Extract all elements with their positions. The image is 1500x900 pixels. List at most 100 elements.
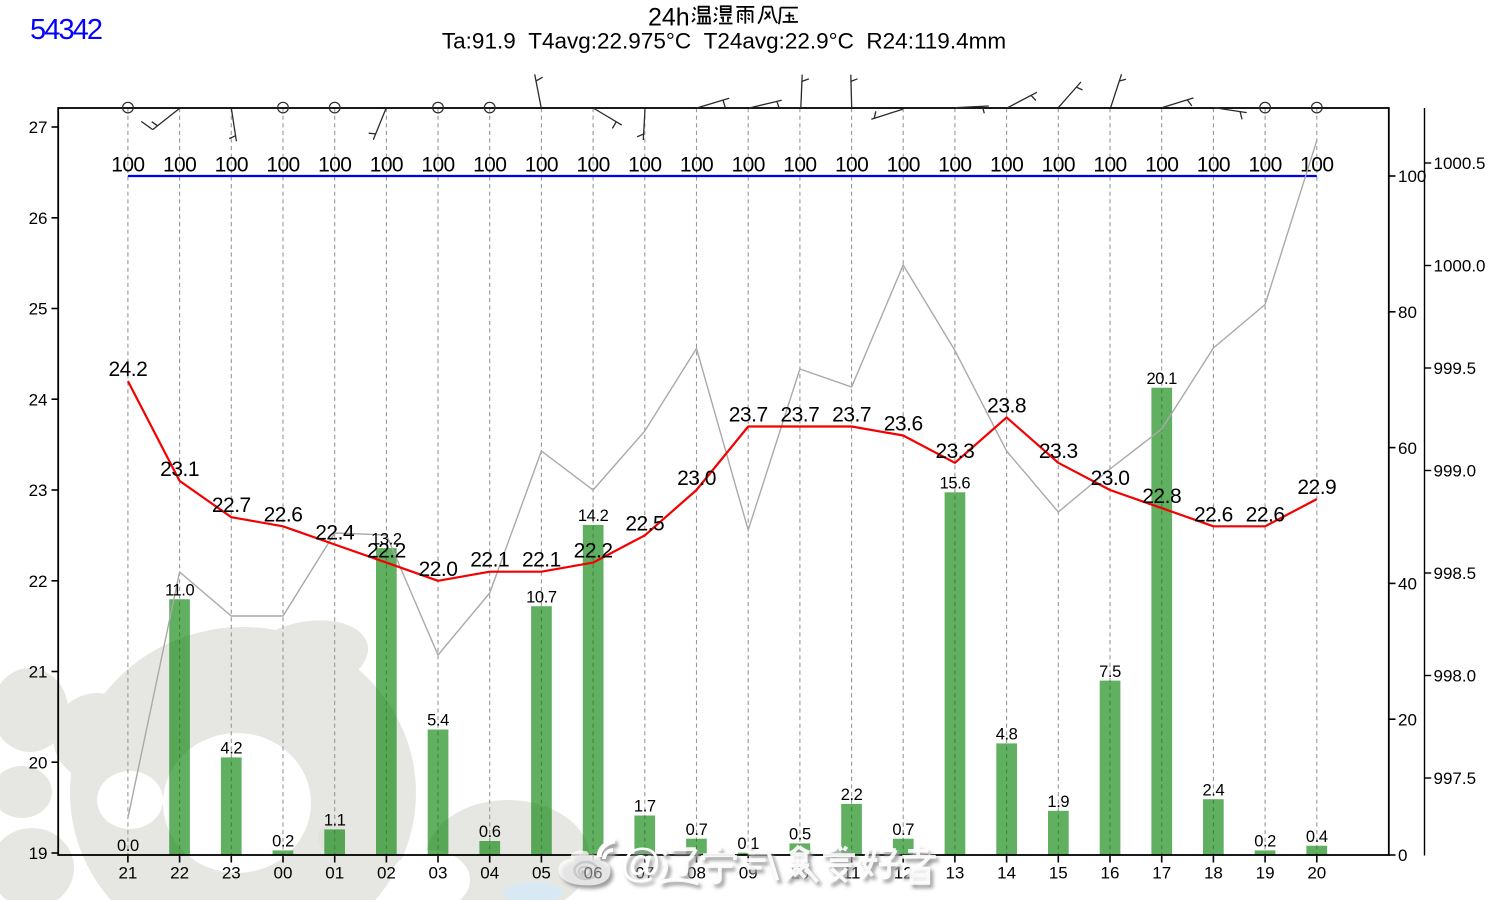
- svg-text:100: 100: [525, 154, 558, 177]
- svg-text:20: 20: [29, 754, 48, 773]
- svg-text:100: 100: [370, 154, 403, 177]
- svg-text:23.0: 23.0: [1091, 467, 1130, 490]
- svg-text:22.4: 22.4: [315, 522, 355, 545]
- svg-text:100: 100: [990, 154, 1023, 177]
- svg-text:998.5: 998.5: [1434, 564, 1477, 583]
- svg-text:19: 19: [29, 844, 48, 863]
- svg-text:80: 80: [1398, 303, 1417, 322]
- svg-text:04: 04: [480, 863, 499, 882]
- svg-text:19: 19: [1256, 863, 1275, 882]
- svg-text:26: 26: [29, 209, 48, 228]
- svg-text:27: 27: [29, 118, 48, 137]
- svg-text:22.2: 22.2: [367, 540, 406, 563]
- svg-text:Ta:91.9 T4avg:22.975°C T24av: Ta:91.9 T4avg:22.975°C T24avg:22.9°C R24…: [442, 28, 1006, 53]
- svg-text:4.2: 4.2: [220, 740, 242, 758]
- svg-text:22.1: 22.1: [522, 549, 561, 572]
- svg-text:00: 00: [274, 863, 293, 882]
- svg-text:22.9: 22.9: [1297, 476, 1336, 499]
- svg-text:100: 100: [576, 154, 609, 177]
- svg-text:1.7: 1.7: [634, 798, 656, 816]
- svg-text:03: 03: [429, 863, 448, 882]
- svg-text:08: 08: [687, 863, 706, 882]
- svg-text:15.6: 15.6: [940, 475, 971, 493]
- svg-text:23.3: 23.3: [935, 440, 974, 463]
- svg-text:23.7: 23.7: [729, 404, 768, 427]
- svg-text:100: 100: [421, 154, 454, 177]
- svg-text:998.0: 998.0: [1434, 667, 1477, 686]
- svg-text:13: 13: [945, 863, 964, 882]
- svg-text:25: 25: [29, 300, 48, 319]
- svg-text:0.7: 0.7: [686, 821, 708, 839]
- svg-text:100: 100: [1145, 154, 1178, 177]
- svg-text:22.6: 22.6: [1246, 503, 1285, 526]
- svg-text:100: 100: [1300, 154, 1333, 177]
- svg-text:100: 100: [628, 154, 661, 177]
- svg-text:20.1: 20.1: [1146, 370, 1177, 388]
- svg-text:100: 100: [835, 154, 868, 177]
- svg-text:100: 100: [163, 154, 196, 177]
- svg-text:0.0: 0.0: [117, 837, 139, 855]
- svg-text:100: 100: [1398, 167, 1426, 186]
- svg-text:0.2: 0.2: [1254, 833, 1276, 851]
- svg-text:23.7: 23.7: [832, 404, 871, 427]
- svg-text:14.2: 14.2: [578, 507, 609, 525]
- svg-text:23: 23: [222, 863, 241, 882]
- svg-text:18: 18: [1204, 863, 1223, 882]
- svg-text:22.1: 22.1: [470, 549, 509, 572]
- svg-text:23: 23: [29, 481, 48, 500]
- svg-text:7.5: 7.5: [1099, 663, 1121, 681]
- svg-text:22: 22: [29, 572, 48, 591]
- svg-text:22.5: 22.5: [625, 512, 664, 535]
- svg-text:24: 24: [29, 390, 48, 409]
- svg-text:22.6: 22.6: [1194, 503, 1233, 526]
- svg-text:01: 01: [325, 863, 344, 882]
- svg-text:1.1: 1.1: [324, 812, 346, 830]
- svg-text:1.9: 1.9: [1047, 793, 1069, 811]
- svg-text:999.0: 999.0: [1434, 462, 1477, 481]
- svg-text:100: 100: [215, 154, 248, 177]
- svg-text:22: 22: [170, 863, 189, 882]
- svg-text:22.8: 22.8: [1142, 485, 1181, 508]
- svg-text:60: 60: [1398, 439, 1417, 458]
- svg-text:21: 21: [29, 663, 48, 682]
- svg-text:0.1: 0.1: [737, 835, 759, 853]
- svg-text:21: 21: [118, 863, 137, 882]
- svg-text:05: 05: [532, 863, 551, 882]
- svg-text:100: 100: [938, 154, 971, 177]
- svg-text:23.1: 23.1: [160, 458, 199, 481]
- svg-text:22.6: 22.6: [264, 503, 303, 526]
- svg-text:13.2: 13.2: [371, 530, 402, 548]
- svg-text:14: 14: [997, 863, 1016, 882]
- svg-text:02: 02: [377, 863, 396, 882]
- svg-text:1000.0: 1000.0: [1434, 257, 1486, 276]
- svg-text:40: 40: [1398, 575, 1417, 594]
- svg-text:2.4: 2.4: [1203, 781, 1225, 799]
- svg-text:0.7: 0.7: [892, 821, 914, 839]
- svg-text:20: 20: [1307, 863, 1326, 882]
- svg-text:20: 20: [1398, 710, 1417, 729]
- svg-text:24h: 24h: [648, 4, 690, 32]
- svg-text:23.7: 23.7: [780, 404, 819, 427]
- svg-text:100: 100: [887, 154, 920, 177]
- svg-text:22.2: 22.2: [574, 540, 613, 563]
- svg-text:0.6: 0.6: [479, 823, 501, 841]
- svg-text:@: @: [623, 843, 665, 889]
- svg-text:10.7: 10.7: [526, 588, 557, 606]
- svg-text:100: 100: [783, 154, 816, 177]
- svg-text:06: 06: [584, 863, 603, 882]
- svg-text:0.5: 0.5: [789, 826, 811, 844]
- svg-text:23.3: 23.3: [1039, 440, 1078, 463]
- svg-text:100: 100: [318, 154, 351, 177]
- svg-text:997.5: 997.5: [1434, 769, 1477, 788]
- svg-text:07: 07: [635, 863, 654, 882]
- svg-text:100: 100: [1197, 154, 1230, 177]
- svg-text:54342: 54342: [30, 14, 102, 46]
- svg-text:1000.5: 1000.5: [1434, 154, 1486, 173]
- svg-text:100: 100: [732, 154, 765, 177]
- svg-text:22.0: 22.0: [419, 558, 458, 581]
- svg-text:100: 100: [111, 154, 144, 177]
- svg-text:100: 100: [1248, 154, 1281, 177]
- svg-text:100: 100: [473, 154, 506, 177]
- svg-text:100: 100: [1093, 154, 1126, 177]
- svg-text:2.2: 2.2: [841, 786, 863, 804]
